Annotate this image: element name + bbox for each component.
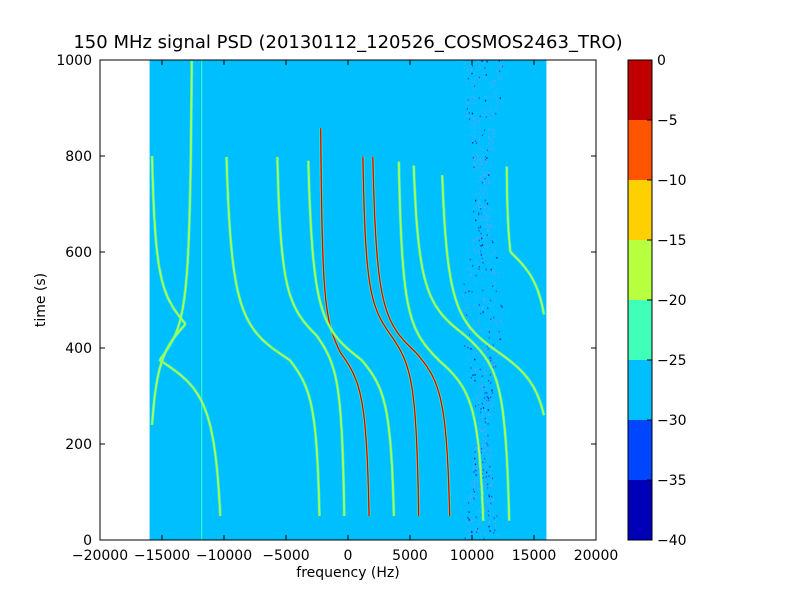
- colorbar-segment: [628, 180, 652, 240]
- x-tick-label: −15000: [134, 548, 190, 564]
- colorbar-segment: [628, 480, 652, 540]
- colorbar-tick-label: −30: [657, 413, 687, 429]
- colorbar: −40 −35 −30 −25 −20 −15 −10 −5 0: [627, 53, 687, 549]
- signal-curve-5: [306, 160, 396, 517]
- heatmap-image: [149, 60, 547, 540]
- y-tick-label: 200: [65, 437, 92, 453]
- colorbar-tick-label: 0: [657, 53, 666, 69]
- colorbar-segment: [628, 120, 652, 180]
- colorbar-tick-label: −40: [657, 533, 687, 549]
- x-tick-label: 10000: [450, 548, 495, 564]
- x-tick-label: 20000: [574, 548, 619, 564]
- signal-curve-1: [150, 156, 187, 425]
- y-tick-label: 800: [65, 149, 92, 165]
- signal-curve-7: [371, 156, 452, 517]
- colorbar-tick-label: −35: [657, 473, 687, 489]
- signal-curve-3: [275, 156, 346, 517]
- heatmap-background: [149, 60, 547, 540]
- x-tick-label: −5000: [262, 548, 309, 564]
- colorbar-tick-label: −25: [657, 353, 687, 369]
- colorbar-tick-label: −5: [657, 113, 678, 129]
- signal-curve-9: [412, 165, 511, 521]
- signal-curve-2: [225, 156, 321, 517]
- colorbar-segment: [628, 420, 652, 480]
- colorbar-tick-label: −10: [657, 173, 687, 189]
- y-tick-label: 1000: [56, 53, 92, 69]
- y-tick-label: 0: [83, 533, 92, 549]
- colorbar-segment: [628, 240, 652, 300]
- y-tick-label: 400: [65, 341, 92, 357]
- signal-curve-4: [319, 128, 371, 517]
- colorbar-tick-label: −20: [657, 293, 687, 309]
- y-axis: 0 200 400 600 800 1000: [56, 53, 596, 549]
- y-tick-label: 600: [65, 245, 92, 261]
- x-tick-label: 5000: [392, 548, 428, 564]
- colorbar-segment: [628, 60, 652, 120]
- signal-curve-6: [361, 157, 421, 517]
- x-axis: −20000 −15000 −10000 −5000 0 5000 10000 15000 20…: [72, 60, 618, 564]
- x-tick-label: 15000: [512, 548, 557, 564]
- x-tick-label: −10000: [196, 548, 252, 564]
- signal-curve-0: [158, 60, 222, 517]
- x-axis-label: frequency (Hz): [296, 565, 399, 581]
- signal-curve-10: [440, 175, 546, 416]
- colorbar-tick-label: −15: [657, 233, 687, 249]
- x-tick-label: −20000: [72, 548, 128, 564]
- x-tick-label: 0: [344, 548, 353, 564]
- signal-curve-8: [397, 161, 485, 521]
- colorbar-segment: [628, 300, 652, 360]
- signal-curve-11: [505, 166, 546, 315]
- y-axis-label: time (s): [33, 273, 49, 327]
- chart-title: 150 MHz signal PSD (20130112_120526_COSM…: [73, 32, 622, 53]
- colorbar-segment: [628, 360, 652, 420]
